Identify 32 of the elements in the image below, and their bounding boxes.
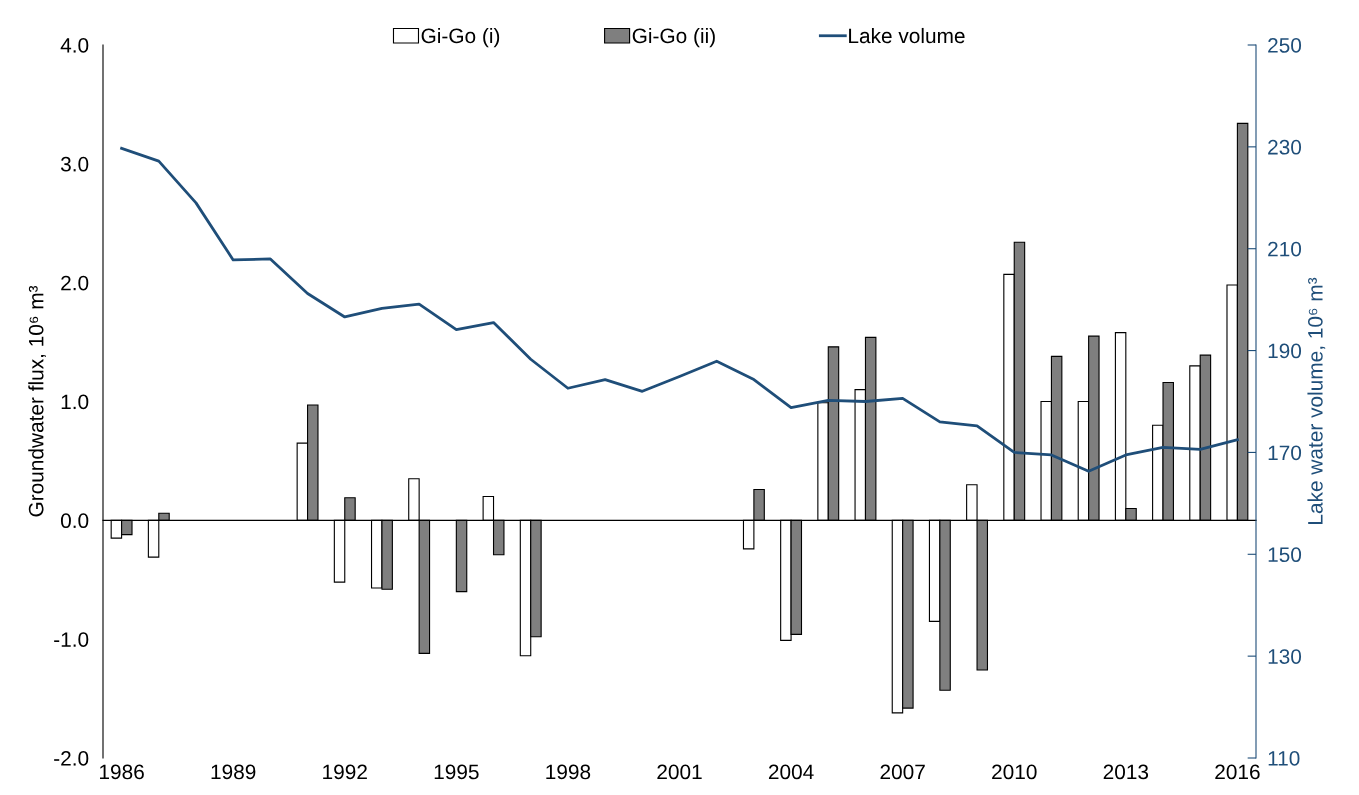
y2-tick-label: 210 — [1268, 241, 1302, 257]
y2-tick-label: 130 — [1268, 649, 1302, 664]
x-tick-label: 2001 — [657, 764, 702, 780]
x-tick-label: 2010 — [992, 764, 1037, 780]
y-tick-label: 2.0 — [61, 275, 89, 291]
legend-label: Gi-Go (i) — [421, 27, 500, 48]
y2-tick-label: 250 — [1268, 38, 1302, 53]
y2-tick-label: 190 — [1268, 343, 1302, 359]
y2-tick-label: 110 — [1268, 751, 1300, 766]
x-tick-label: 2004 — [768, 764, 814, 780]
y-tick-label: 0.0 — [60, 513, 89, 529]
legend-label: Lake volume — [849, 27, 965, 44]
y-axis-title: Groundwater flux, 10⁶ m³ — [28, 285, 46, 517]
y-tick-label: -2.0 — [54, 751, 89, 766]
x-tick-label: 1989 — [211, 764, 256, 780]
x-tick-label: 1995 — [434, 764, 479, 780]
legend-label: Gi-Go (ii) — [632, 27, 715, 48]
x-tick-label: 2016 — [1215, 764, 1260, 780]
x-tick-label: 1998 — [546, 764, 591, 780]
y2-tick-label: 230 — [1268, 139, 1302, 155]
y2-tick-label: 150 — [1268, 547, 1302, 563]
y-tick-label: 1.0 — [61, 394, 89, 410]
x-tick-label: 1986 — [100, 764, 144, 780]
y-tick-label: 3.0 — [60, 156, 89, 172]
y2-axis-title: Lake water volume, 10⁶ m³ — [1307, 277, 1326, 524]
line-series — [120, 146, 1239, 473]
x-tick-label: 1992 — [323, 764, 367, 780]
x-tick-label: 2013 — [1103, 764, 1149, 780]
y2-tick-label: 170 — [1268, 445, 1302, 461]
x-tick-label: 2007 — [880, 764, 925, 780]
y-tick-label: 4.0 — [60, 38, 89, 53]
y-tick-label: -1.0 — [54, 632, 89, 647]
